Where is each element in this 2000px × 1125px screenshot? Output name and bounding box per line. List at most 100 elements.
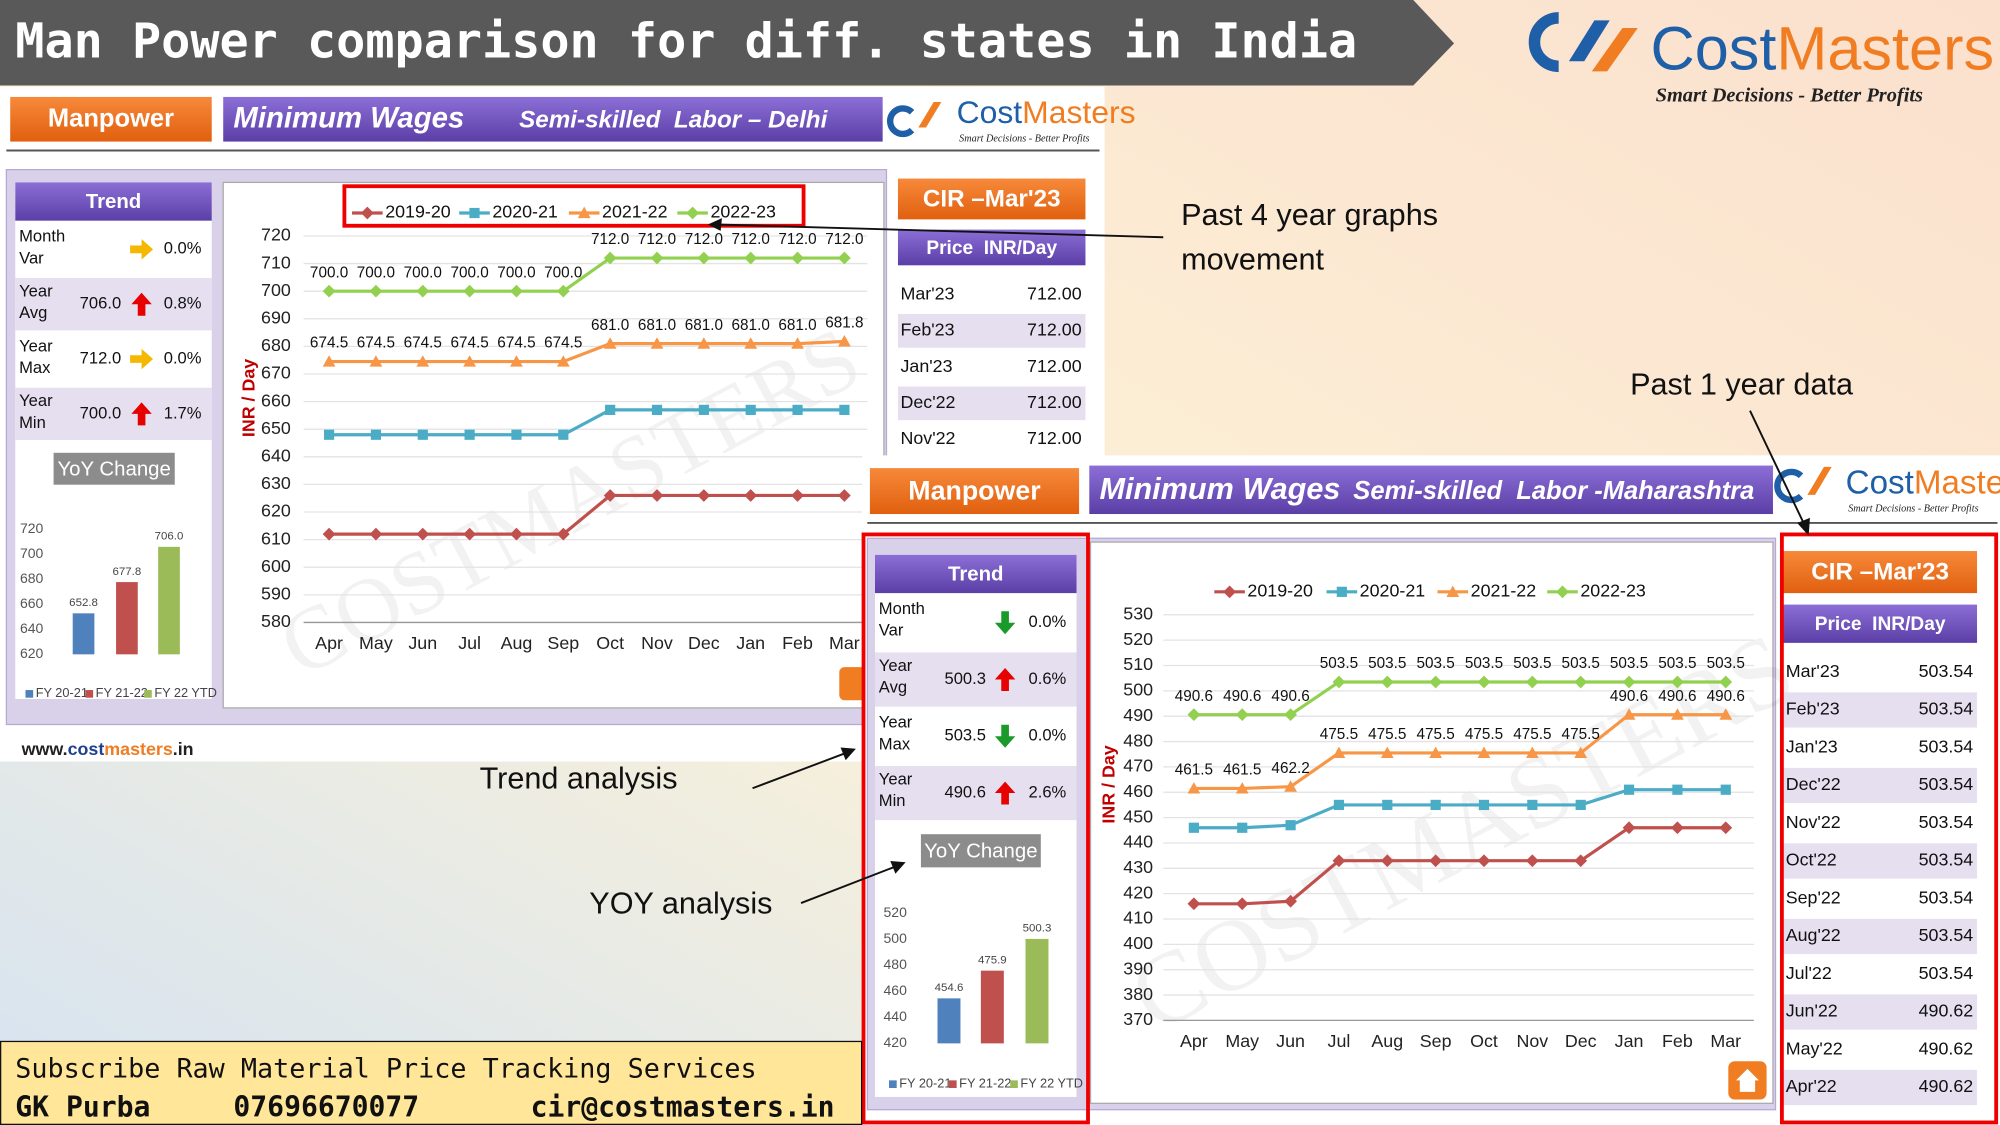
- trend-label: Max: [879, 734, 911, 753]
- trend-label: Year: [19, 391, 53, 410]
- marker: [697, 337, 711, 349]
- marker: [603, 337, 617, 349]
- legend-marker: [1556, 585, 1569, 599]
- trend-label: Year: [19, 281, 53, 300]
- y-tick-label: 680: [20, 570, 44, 586]
- trend-label: Var: [19, 248, 44, 267]
- y-tick-label: 440: [1123, 832, 1153, 852]
- price-value: 712.00: [1027, 392, 1082, 412]
- marker: [1332, 675, 1346, 689]
- logo-tagline: Smart Decisions - Better Profits: [1656, 85, 1923, 107]
- price-value: 503.54: [1919, 963, 1974, 983]
- x-tick-label: May: [359, 633, 393, 653]
- marker: [1525, 675, 1539, 689]
- y-tick-label: 680: [261, 335, 291, 355]
- marker: [1671, 708, 1684, 720]
- data-label: 674.5: [544, 335, 582, 352]
- annotation: Trend analysis: [480, 762, 678, 796]
- series-line: [1193, 680, 1726, 717]
- legend-label: FY 20-21: [899, 1076, 951, 1091]
- website-part: .in: [173, 739, 194, 759]
- marker: [1477, 746, 1491, 759]
- y-tick-label: 520: [883, 904, 907, 920]
- price-value: 712.00: [1027, 356, 1082, 376]
- data-label: 503.5: [1465, 655, 1503, 672]
- series-line: [1193, 826, 1726, 906]
- chart-title-box: [53, 452, 175, 485]
- data-label: 503.5: [1417, 655, 1455, 672]
- data-label: 490.6: [1658, 688, 1696, 705]
- highlight: [1779, 532, 1999, 1125]
- y-tick-label: 460: [883, 982, 907, 998]
- legend-swatch: [889, 1080, 897, 1089]
- y-tick-label: 630: [261, 473, 291, 493]
- y-tick-label: 410: [1123, 908, 1153, 928]
- data-label: 475.5: [1513, 726, 1551, 743]
- y-tick-label: 720: [20, 520, 44, 536]
- trend-row-bg: [875, 765, 1077, 821]
- data-label: 503.5: [1320, 655, 1358, 672]
- marker: [323, 429, 335, 440]
- marker: [697, 489, 711, 502]
- small-logo-tagline: Smart Decisions - Better Profits: [1848, 503, 1978, 514]
- marker: [322, 355, 336, 367]
- marker: [651, 404, 663, 415]
- series-line: [329, 256, 845, 293]
- data-label: 503.5: [1707, 655, 1745, 672]
- data-label: 712.0: [591, 231, 629, 248]
- y-axis-label: INR / Day: [239, 359, 259, 437]
- price-value: 503.54: [1919, 925, 1974, 945]
- y-tick-label: 710: [261, 252, 291, 272]
- marker: [556, 284, 570, 298]
- marker: [1622, 708, 1636, 720]
- price-value: 712.00: [1027, 320, 1082, 340]
- data-label: 681.8: [825, 315, 863, 332]
- data-label: 674.5: [497, 335, 535, 352]
- price-month: Mar'23: [901, 283, 955, 303]
- annotation: YOY analysis: [589, 887, 772, 921]
- trend-header: [875, 554, 1077, 594]
- x-tick-label: Nov: [641, 633, 673, 653]
- trend-label: Var: [879, 621, 904, 640]
- price-value: 490.62: [1919, 1001, 1974, 1021]
- logo-icon: [1591, 28, 1638, 72]
- logo-masters: Masters: [1914, 464, 2000, 501]
- legend-label: 2022-23: [710, 202, 776, 222]
- small-logo: CostMasters: [1846, 464, 2000, 501]
- logo-cost: Cost: [1846, 464, 1914, 501]
- page-title: Man Power comparison for diff. states in…: [15, 14, 1357, 70]
- website-part: cost: [68, 739, 105, 759]
- x-tick-label: Mar: [1710, 1031, 1741, 1051]
- marker: [838, 251, 851, 265]
- arrow: [752, 751, 848, 790]
- marker: [605, 404, 616, 415]
- series-line: [329, 493, 845, 536]
- marker: [839, 404, 850, 415]
- trend-label: Year: [879, 656, 913, 675]
- data-label: 475.5: [1465, 726, 1503, 743]
- price-month: Sep'22: [1786, 887, 1841, 907]
- trend-change: 0.0%: [1029, 726, 1067, 745]
- data-label: 712.0: [638, 231, 676, 248]
- x-tick-label: Jan: [736, 633, 765, 653]
- data-label: 674.5: [357, 335, 395, 352]
- y-tick-label: 580: [261, 611, 291, 631]
- marker: [556, 527, 570, 541]
- maharashtra-panel: Manpower Minimum Wages Semi-skilled Labo…: [861, 455, 2000, 1125]
- price-month: Apr'22: [1786, 1076, 1837, 1096]
- marker: [1188, 822, 1199, 833]
- marker: [744, 489, 758, 502]
- data-label: 490.6: [1223, 688, 1261, 705]
- trend-label: Year: [19, 336, 53, 355]
- bar: [980, 970, 1004, 1044]
- subheading: Semi-skilled Labor -Maharashtra: [1353, 477, 1754, 505]
- legend-swatch: [85, 690, 94, 698]
- y-tick-label: 600: [261, 556, 291, 576]
- y-tick-label: 620: [261, 501, 291, 521]
- small-logo: CostMasters: [957, 94, 1136, 130]
- marker: [464, 429, 475, 440]
- marker: [1380, 675, 1394, 689]
- price-row-bg: [1783, 767, 1978, 804]
- trend-arrow: [994, 724, 1016, 748]
